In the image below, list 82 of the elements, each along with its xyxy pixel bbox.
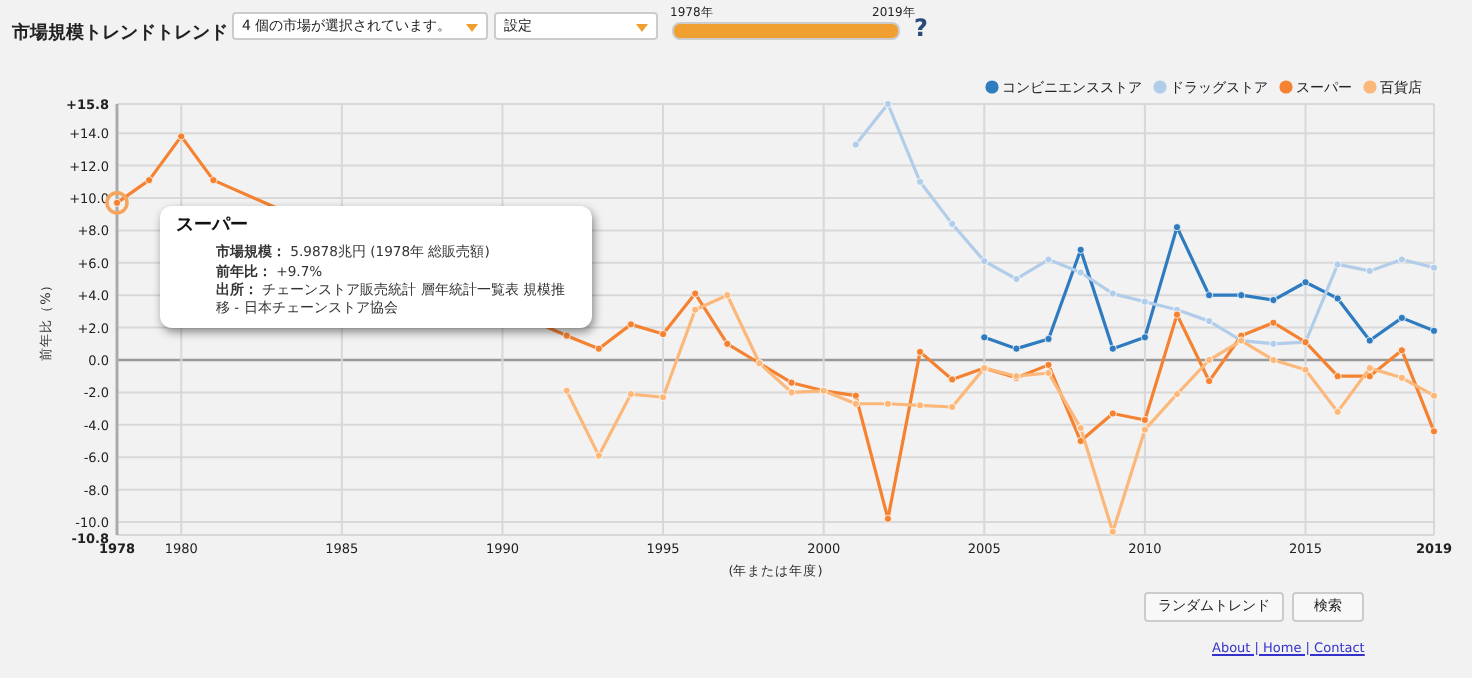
point — [948, 403, 957, 411]
point — [916, 177, 925, 186]
point — [851, 391, 860, 400]
point — [916, 347, 925, 356]
point — [723, 291, 732, 300]
point — [1012, 344, 1021, 353]
point — [594, 344, 603, 353]
point — [1076, 268, 1085, 277]
point — [1205, 317, 1214, 326]
point — [1397, 346, 1406, 355]
point — [1269, 339, 1278, 348]
point — [1365, 266, 1374, 275]
point — [1333, 294, 1342, 303]
point — [1108, 409, 1117, 418]
annotation: スーパー — [176, 216, 250, 239]
point — [1205, 291, 1214, 300]
point — [562, 386, 571, 395]
point — [209, 176, 218, 185]
point — [1269, 356, 1278, 365]
point — [1397, 373, 1406, 382]
point — [1301, 365, 1310, 374]
text: ? — [914, 14, 928, 42]
point — [1173, 223, 1182, 232]
point — [145, 176, 154, 185]
point — [1269, 318, 1278, 327]
point — [787, 388, 796, 397]
point — [594, 451, 603, 460]
point — [980, 333, 989, 342]
point — [659, 330, 668, 339]
point — [1269, 296, 1278, 305]
point — [1044, 334, 1053, 343]
point — [1012, 274, 1021, 283]
point — [1365, 336, 1374, 345]
point — [916, 401, 925, 410]
point — [1365, 372, 1374, 381]
point — [1044, 368, 1053, 377]
point — [1333, 372, 1342, 381]
point — [1430, 263, 1438, 272]
point — [1430, 391, 1438, 400]
point — [1430, 427, 1438, 436]
point — [851, 140, 860, 149]
point — [1301, 278, 1310, 287]
point — [1140, 415, 1149, 424]
point — [1076, 424, 1085, 433]
point — [177, 132, 186, 141]
point — [562, 331, 571, 340]
point — [1365, 364, 1374, 373]
point — [1333, 407, 1342, 416]
point — [659, 393, 668, 402]
point — [1430, 326, 1438, 335]
chart-title: 市場規模トレンドトレンド — [10, 22, 228, 44]
point — [948, 375, 957, 384]
point — [691, 289, 700, 298]
point — [883, 514, 892, 523]
point — [883, 100, 892, 108]
point — [1397, 255, 1406, 264]
point — [1108, 527, 1117, 536]
point — [948, 219, 957, 228]
point — [626, 390, 635, 399]
point — [1333, 260, 1342, 269]
point — [1076, 437, 1085, 446]
point — [1173, 390, 1182, 399]
point — [1397, 313, 1406, 322]
point — [1205, 377, 1214, 386]
point — [883, 399, 892, 408]
point — [723, 339, 732, 348]
point — [626, 320, 635, 329]
point — [1205, 356, 1214, 365]
point — [851, 399, 860, 408]
point — [1237, 291, 1246, 300]
point — [1140, 297, 1149, 306]
point — [1044, 255, 1053, 264]
point — [1173, 310, 1182, 319]
point — [1140, 333, 1149, 342]
point — [980, 257, 989, 266]
point — [691, 305, 700, 314]
point — [787, 378, 796, 387]
point — [1108, 344, 1117, 353]
point — [1140, 425, 1149, 434]
point — [1076, 245, 1085, 254]
point — [1108, 289, 1117, 298]
point — [1044, 360, 1053, 369]
